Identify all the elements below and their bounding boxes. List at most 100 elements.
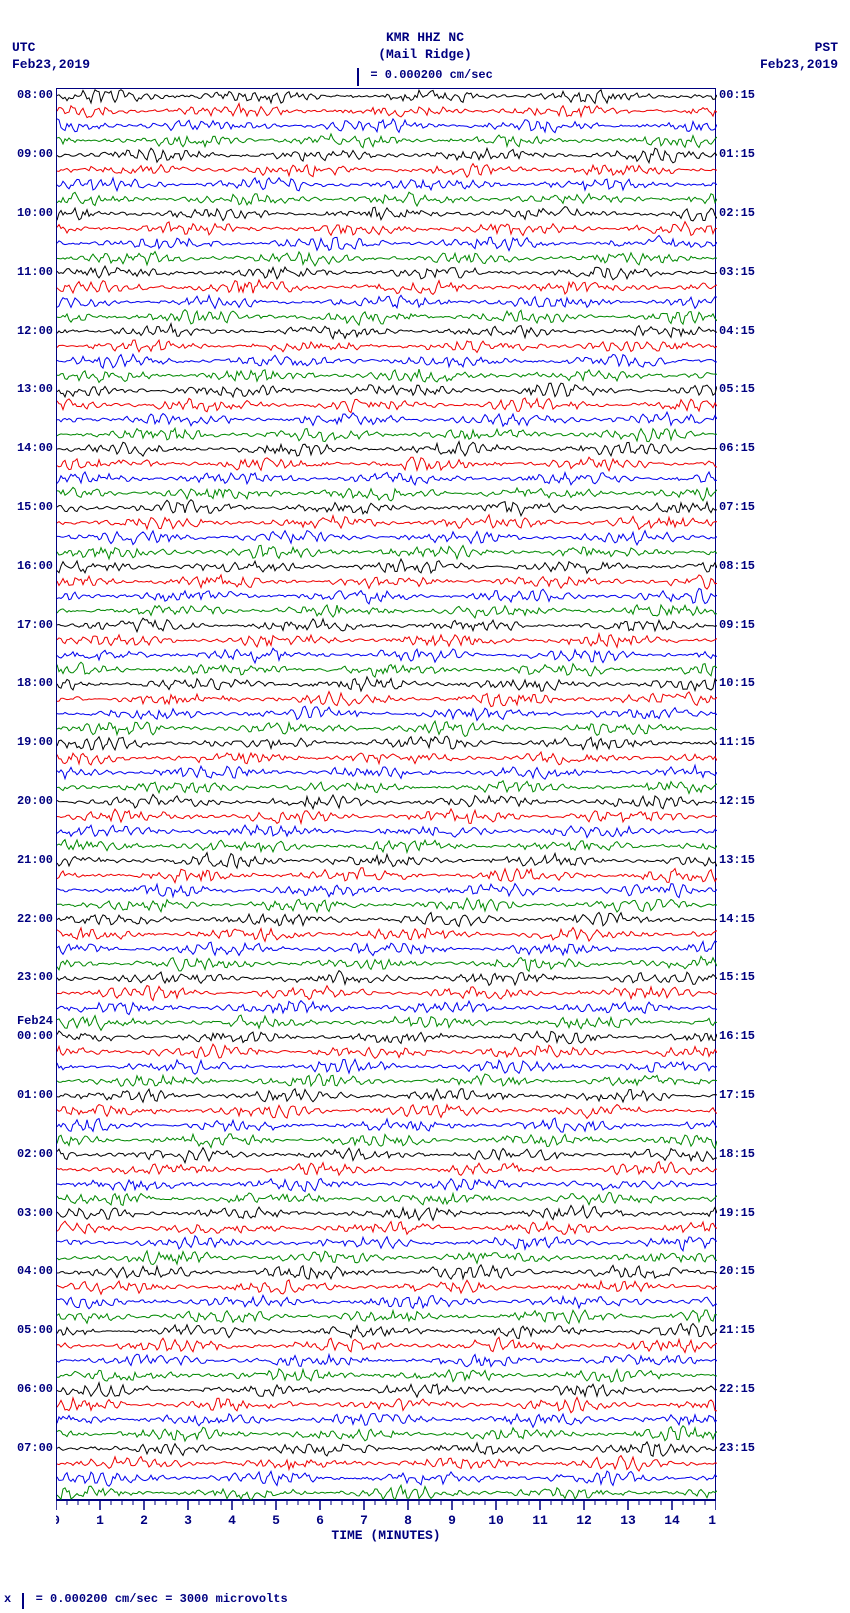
trace-row <box>57 1456 717 1471</box>
trace-row <box>57 1426 717 1441</box>
pst-time-label: 02:15 <box>719 206 755 220</box>
pst-time-label: 05:15 <box>719 382 755 396</box>
pst-time-label: 21:15 <box>719 1323 755 1337</box>
trace-row <box>57 853 717 868</box>
utc-time-label: 00:00 <box>17 1029 53 1043</box>
trace-row <box>57 178 717 191</box>
trace-row <box>57 868 717 883</box>
trace-row <box>57 825 717 837</box>
utc-time-label: 06:00 <box>17 1382 53 1396</box>
trace-row <box>57 487 717 501</box>
pst-time-label: 08:15 <box>719 559 755 573</box>
utc-time-label: 16:00 <box>17 559 53 573</box>
trace-row <box>57 1485 717 1500</box>
trace-row <box>57 207 717 221</box>
trace-row <box>57 721 717 736</box>
trace-row <box>57 1134 717 1149</box>
trace-row <box>57 736 717 750</box>
trace-row <box>57 545 717 559</box>
trace-row <box>57 531 717 545</box>
utc-time-label: 17:00 <box>17 618 53 632</box>
trace-row <box>57 310 717 325</box>
scale-text: = 0.000200 cm/sec <box>370 68 492 82</box>
trace-row <box>57 605 717 618</box>
trace-row <box>57 383 717 397</box>
x-tick-label: 9 <box>448 1513 456 1528</box>
pst-time-label: 23:15 <box>719 1441 755 1455</box>
utc-time-label: 21:00 <box>17 853 53 867</box>
x-axis-label: TIME (MINUTES) <box>56 1528 716 1543</box>
trace-row <box>57 90 717 104</box>
trace-row <box>57 956 717 971</box>
pst-time-label: 10:15 <box>719 676 755 690</box>
trace-row <box>57 588 717 604</box>
trace-row <box>57 1383 717 1397</box>
utc-time-label: 03:00 <box>17 1206 53 1220</box>
seismogram-container: UTC Feb23,2019 PST Feb23,2019 KMR HHZ NC… <box>0 0 850 1613</box>
trace-row <box>57 324 717 339</box>
pst-time-label: 07:15 <box>719 500 755 514</box>
utc-time-label: 07:00 <box>17 1441 53 1455</box>
pst-time-label: 20:15 <box>719 1264 755 1278</box>
pst-time-label: 17:15 <box>719 1088 755 1102</box>
trace-row <box>57 354 717 368</box>
trace-row <box>57 1265 717 1279</box>
trace-row <box>57 765 717 779</box>
x-tick-label: 2 <box>140 1513 148 1528</box>
utc-time-label: 22:00 <box>17 912 53 926</box>
utc-time-label: 20:00 <box>17 794 53 808</box>
utc-time-label: 14:00 <box>17 441 53 455</box>
trace-row <box>57 1442 717 1456</box>
utc-time-label: 09:00 <box>17 147 53 161</box>
pst-time-label: 11:15 <box>719 735 755 749</box>
trace-row <box>57 442 717 457</box>
footer-prefix: x <box>4 1592 11 1606</box>
utc-time-label: Feb24 <box>17 1014 53 1028</box>
utc-time-label: 19:00 <box>17 735 53 749</box>
trace-row <box>57 398 717 413</box>
trace-row <box>57 1162 717 1176</box>
x-tick-label: 0 <box>56 1513 60 1528</box>
trace-row <box>57 1089 717 1103</box>
trace-row <box>57 1295 717 1308</box>
x-tick-label: 14 <box>664 1513 680 1528</box>
trace-row <box>57 809 717 824</box>
pst-time-label: 09:15 <box>719 618 755 632</box>
pst-time-label: 12:15 <box>719 794 755 808</box>
x-axis-ticks: 0123456789101112131415 <box>56 1500 716 1528</box>
pst-time-label: 04:15 <box>719 324 755 338</box>
station-title: KMR HHZ NC <box>0 30 850 47</box>
trace-row <box>57 1369 717 1382</box>
pst-time-label: 00:15 <box>719 88 755 102</box>
trace-row <box>57 412 717 426</box>
utc-time-label: 01:00 <box>17 1088 53 1102</box>
trace-row <box>57 1001 717 1015</box>
trace-row <box>57 986 717 1001</box>
trace-row <box>57 898 717 912</box>
trace-row <box>57 1148 717 1163</box>
trace-row <box>57 1031 717 1044</box>
trace-row <box>57 840 717 853</box>
pst-time-label: 16:15 <box>719 1029 755 1043</box>
trace-row <box>57 1044 717 1058</box>
trace-row <box>57 119 717 133</box>
pst-time-label: 14:15 <box>719 912 755 926</box>
utc-time-label: 12:00 <box>17 324 53 338</box>
trace-row <box>57 1471 717 1486</box>
utc-time-label: 02:00 <box>17 1147 53 1161</box>
trace-row <box>57 1280 717 1294</box>
trace-row <box>57 1397 717 1412</box>
trace-row <box>57 706 717 720</box>
trace-row <box>57 1221 717 1234</box>
pst-time-label: 03:15 <box>719 265 755 279</box>
trace-row <box>57 428 717 441</box>
utc-time-label: 23:00 <box>17 970 53 984</box>
trace-row <box>57 1179 717 1192</box>
trace-row <box>57 515 717 530</box>
trace-row <box>57 148 717 163</box>
trace-row <box>57 134 717 148</box>
utc-time-label: 13:00 <box>17 382 53 396</box>
trace-row <box>57 1074 717 1087</box>
utc-time-label: 11:00 <box>17 265 53 279</box>
trace-row <box>57 781 717 794</box>
